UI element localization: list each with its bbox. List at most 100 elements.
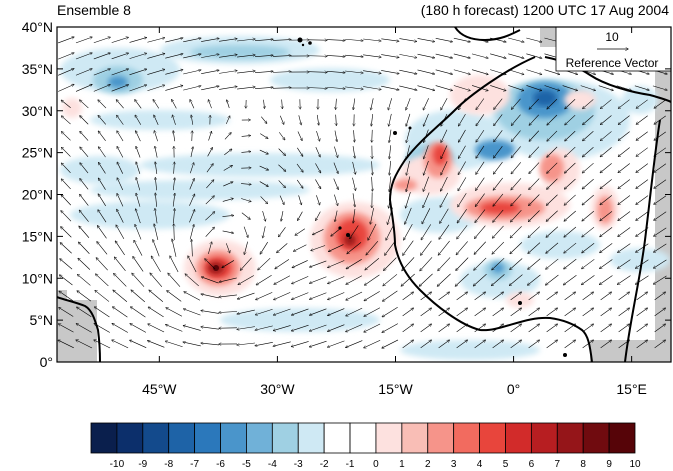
wind-vector [80,116,89,125]
wind-vector [223,182,232,187]
wind-vector [78,275,91,286]
colorbar-cell [90,422,118,454]
wind-vector [435,37,453,41]
wind-vector [564,194,576,205]
wind-vector [243,226,248,238]
wind-vector [372,161,373,174]
wind-vector [456,308,468,317]
wind-vector [546,258,559,269]
wind-vector [636,340,648,349]
wind-vector [77,307,92,318]
wind-vector [165,54,182,59]
wind-vector [315,147,320,157]
reference-vector-magnitude: 10 [605,30,619,44]
wind-vector [80,179,89,190]
wind-vector [529,178,540,190]
wind-vector [403,240,414,256]
wind-vector [255,342,273,345]
wind-vector [278,180,286,187]
wind-vector [511,178,522,189]
wind-vector [256,274,272,285]
colorbar-label: 5 [503,459,509,470]
wind-vector [98,210,107,223]
wind-vector [346,291,363,300]
wind-vector [260,133,268,139]
wind-vector [492,241,505,254]
wind-vector [117,209,124,223]
lon-tick-label: 0° [507,381,520,397]
colorbar-cell [220,422,247,454]
wind-vector [329,244,344,252]
wind-vector [372,176,373,191]
wind-vector [184,292,201,301]
wind-vector [529,98,539,109]
wind-vector [153,240,160,257]
wind-vector [476,145,485,158]
wind-vector [381,70,399,73]
wind-vector [273,341,291,346]
wind-vector [424,160,429,175]
wind-vector [219,39,237,42]
wind-vector [241,212,250,220]
wind-vector [205,196,214,205]
wind-vector [183,38,201,43]
wind-vector [345,54,363,57]
wind-vector [476,129,485,142]
wind-vector [417,69,435,74]
wind-vector [256,292,273,299]
wind-vector [58,324,74,333]
wind-vector [458,193,467,207]
colorbar-label: 8 [580,459,586,470]
wind-vector [117,194,124,207]
wind-vector [458,161,466,175]
wind-vector [347,242,362,253]
wind-vector [544,69,559,75]
wind-vector [328,260,345,268]
wind-vector [399,54,416,57]
wind-vector [618,147,630,157]
wind-vector [526,69,541,75]
wind-vector [345,86,363,89]
wind-vector [80,131,89,141]
wind-vector [384,257,397,271]
wind-vector [328,308,345,316]
wind-vector [565,114,576,125]
wind-vector [279,227,286,236]
wind-vector [183,326,201,331]
wind-vector [98,178,106,190]
wind-vector [292,276,309,283]
wind-vector [511,114,521,126]
wind-vector [474,324,486,333]
wind-vector [259,149,268,154]
wind-vector [190,100,195,109]
wind-vector [279,115,284,124]
wind-vector [547,162,558,173]
colorbar-label: -5 [242,459,251,470]
wind-vector [654,163,667,172]
ensemble-label: Ensemble 8 [57,2,131,18]
wind-vector [582,194,594,205]
wind-vector [474,257,487,270]
wind-vector [364,291,380,300]
wind-vector [219,55,237,58]
wind-vector [129,69,146,76]
wind-vector [546,274,559,285]
wind-vector [476,114,485,125]
wind-vector [129,53,147,59]
wind-vector [510,340,522,349]
wind-vector [334,194,337,206]
wind-vector [148,324,165,333]
wind-vector [528,324,540,333]
wind-vector [98,147,106,158]
lat-tick-label: 40°N [22,19,53,35]
wind-vector [165,86,182,91]
wind-vector [255,87,273,90]
wind-vector [457,225,468,239]
wind-vector [260,241,268,254]
wind-vector [456,292,468,301]
wind-vector [636,324,648,333]
wind-vector [582,210,595,221]
wind-vector [582,340,594,349]
colorbar-cell [608,422,636,454]
wind-vector [368,223,377,240]
